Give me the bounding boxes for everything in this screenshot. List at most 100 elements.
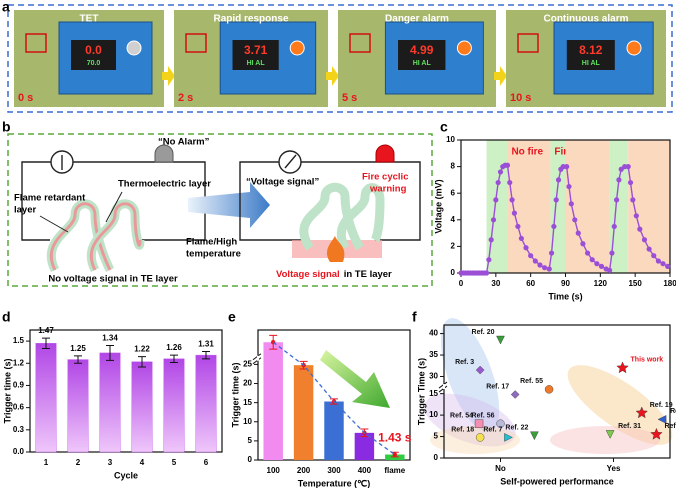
x-axis-title: Time (s) — [548, 291, 582, 301]
plot-frame — [443, 324, 671, 459]
point — [528, 253, 534, 259]
point — [493, 197, 499, 203]
pointer — [105, 191, 123, 223]
point-label: Ref. 17 — [486, 383, 509, 390]
point — [555, 177, 562, 183]
frame-arrow — [326, 66, 339, 86]
point — [641, 237, 648, 243]
label: “No Alarm” — [158, 137, 210, 148]
highlight — [430, 426, 520, 454]
highlight — [567, 365, 673, 445]
axis-break-gap — [257, 355, 259, 361]
marker — [496, 419, 505, 428]
panel-b-border — [7, 133, 433, 287]
point-label: Ref. 19 — [650, 402, 673, 409]
x-tick-label: 0 — [459, 279, 464, 288]
region — [550, 140, 566, 273]
point — [553, 197, 559, 203]
point — [566, 183, 572, 190]
point — [625, 164, 631, 170]
y-tick-label: 0 — [248, 455, 253, 464]
error-bar — [74, 355, 82, 364]
frame-arrow — [162, 66, 175, 86]
highlight — [440, 318, 500, 432]
point — [546, 266, 552, 272]
point — [580, 241, 586, 247]
point — [572, 217, 578, 223]
label: Thermoelectric layer — [118, 179, 211, 190]
error-bar — [138, 356, 146, 368]
highlight-box — [349, 33, 371, 53]
point — [646, 246, 652, 252]
point — [584, 250, 591, 256]
x-tick-label: 5 — [172, 458, 177, 467]
x-tick-label: 180 — [663, 279, 676, 288]
point — [518, 235, 524, 242]
point — [630, 197, 636, 203]
frame-time: 10 s — [510, 92, 531, 104]
x-tick-label: 30 — [491, 279, 500, 288]
marker — [616, 361, 629, 374]
region — [609, 140, 629, 273]
y-tick-label: 6 — [451, 188, 456, 197]
y-tick-label: 0 — [451, 268, 456, 277]
marker — [504, 433, 513, 442]
point — [504, 162, 511, 168]
error-bar — [170, 354, 178, 364]
highlight-box — [185, 33, 207, 53]
bar — [131, 361, 153, 453]
y-tick-label: 4 — [451, 215, 456, 224]
wire — [21, 161, 206, 241]
point — [598, 263, 605, 269]
marker — [635, 406, 648, 419]
point-label: Ref. 20 — [472, 329, 495, 336]
caption-red: Voltage signal — [276, 269, 340, 280]
marker — [474, 419, 484, 428]
point — [575, 230, 581, 236]
point-label: Ref. 6 — [664, 423, 676, 430]
x-tick-label: 4 — [140, 458, 145, 467]
marker — [657, 415, 667, 424]
frame-time: 5 s — [342, 92, 357, 104]
point — [497, 169, 504, 175]
bar — [35, 343, 57, 453]
alarm-lamp — [626, 40, 642, 56]
point — [509, 197, 515, 203]
y-axis-title: Voltage (mV) — [433, 179, 443, 233]
point — [507, 179, 513, 186]
error-bar — [202, 350, 210, 360]
point-label: Ref. 18 — [451, 426, 474, 433]
alarm-lamp — [126, 40, 142, 56]
x-tick-label: 400 — [358, 466, 372, 475]
point — [537, 262, 543, 268]
highlight — [424, 393, 516, 447]
x-tick-label: Yes — [607, 464, 621, 473]
display — [232, 40, 279, 70]
point — [609, 250, 615, 256]
marker — [475, 433, 485, 442]
y-tick-label: 20 — [243, 379, 252, 388]
data-label: 1.22 — [134, 345, 150, 354]
alarm-on — [375, 144, 395, 163]
point-label: Ref. 22 — [505, 425, 528, 432]
marker — [510, 390, 520, 399]
pointer — [39, 215, 69, 233]
x-axis-title: Self-powered performance — [500, 476, 614, 486]
label: layer — [14, 205, 36, 216]
point — [613, 197, 620, 203]
bar — [67, 359, 89, 453]
x-tick-label: 1 — [44, 458, 49, 467]
point — [532, 258, 538, 264]
frame-time: 0 s — [18, 92, 33, 104]
y-tick-label: 8 — [451, 162, 456, 171]
point-label: Ref. 7 — [483, 426, 502, 433]
point-label: Ref. 56 — [472, 413, 495, 420]
point — [589, 257, 595, 263]
te-edge — [89, 202, 142, 271]
display — [398, 40, 446, 70]
point — [627, 179, 634, 186]
y-tick-label: 5 — [434, 432, 439, 441]
point — [665, 263, 671, 269]
display — [566, 40, 615, 70]
point-label: Ref. 3 — [455, 359, 474, 366]
